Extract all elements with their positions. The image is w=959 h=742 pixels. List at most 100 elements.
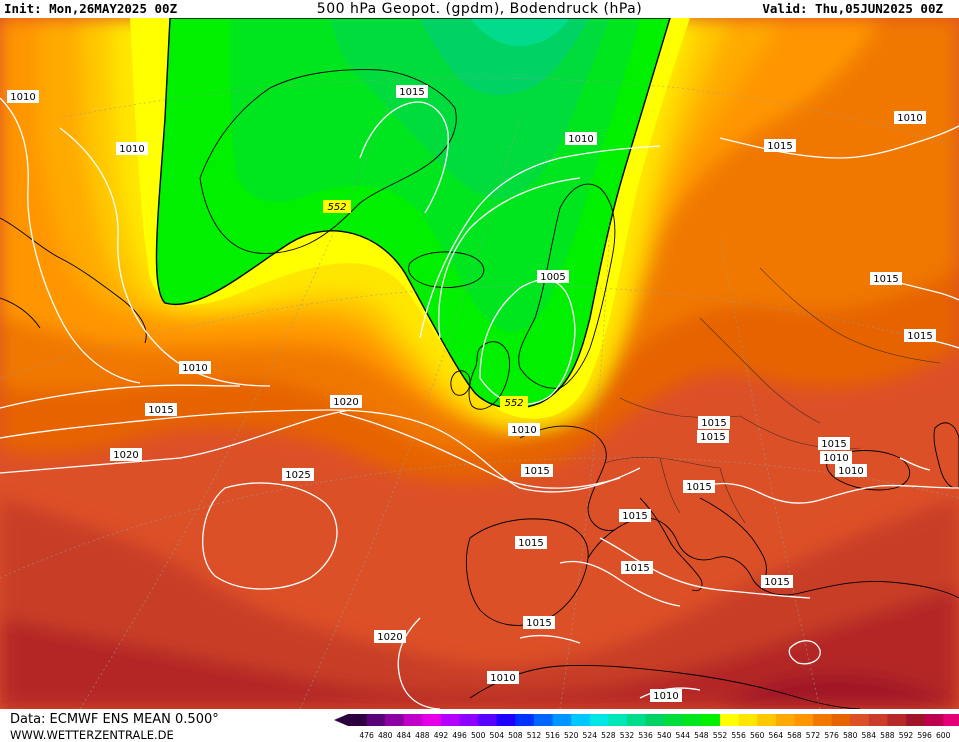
- isobar-label: 1015: [818, 437, 850, 450]
- legend-swatch: [869, 714, 888, 726]
- isobar-label: 1020: [110, 448, 142, 461]
- color-legend: 476 480 484 488 492 496 500 504 508 512 516 520 524 5…: [332, 712, 959, 741]
- legend-swatch: [590, 714, 609, 726]
- legend-tick-label: 548: [694, 731, 709, 740]
- legend-tick-label: 600: [936, 731, 951, 740]
- legend-tick-label: 560: [750, 731, 765, 740]
- valid-time: Valid: Thu,05JUN2025 00Z: [762, 1, 943, 16]
- legend-tick-label: 496: [452, 731, 467, 740]
- svg-text:1015: 1015: [624, 563, 649, 574]
- svg-text:1025: 1025: [285, 470, 310, 481]
- legend-swatch: [534, 714, 553, 726]
- legend-swatch: [720, 714, 739, 726]
- legend-swatch: [683, 714, 702, 726]
- svg-text:1010: 1010: [823, 453, 848, 464]
- svg-text:1015: 1015: [518, 538, 543, 549]
- isobar-label: 1010: [894, 111, 926, 124]
- legend-tick-label: 576: [824, 731, 839, 740]
- svg-text:1015: 1015: [686, 482, 711, 493]
- svg-text:1010: 1010: [653, 691, 678, 702]
- legend-swatch: [887, 714, 906, 726]
- isobar-label: 1015: [870, 272, 902, 285]
- svg-text:1010: 1010: [568, 134, 593, 145]
- svg-text:1010: 1010: [511, 425, 536, 436]
- legend-tick-label: 516: [545, 731, 560, 740]
- svg-text:1015: 1015: [524, 466, 549, 477]
- legend-arrow-left: [334, 714, 348, 726]
- legend-swatch: [776, 714, 795, 726]
- legend-tick-label: 504: [490, 731, 505, 740]
- isobar-label: 1015: [145, 403, 177, 416]
- svg-text:1015: 1015: [873, 274, 898, 285]
- legend-tick-label: 568: [787, 731, 802, 740]
- geopotential-label-1: 552: [323, 200, 351, 213]
- isobar-label: 1015: [764, 139, 796, 152]
- legend-swatch: [627, 714, 646, 726]
- legend-tick-label: 552: [713, 731, 728, 740]
- legend-tick-label: 524: [583, 731, 598, 740]
- website-credit: WWW.WETTERZENTRALE.DE: [10, 728, 174, 742]
- isobar-label: 1010: [487, 671, 519, 684]
- isobar-label: 1015: [683, 480, 715, 493]
- svg-text:1010: 1010: [182, 363, 207, 374]
- data-source: Data: ECMWF ENS MEAN 0.500°: [10, 712, 219, 727]
- svg-text:552: 552: [327, 202, 346, 213]
- legend-tick-label: 592: [899, 731, 914, 740]
- legend-swatch: [943, 714, 959, 726]
- legend-swatch: [832, 714, 851, 726]
- svg-text:1015: 1015: [700, 432, 725, 443]
- legend-swatch: [794, 714, 813, 726]
- legend-tick-label: 596: [917, 731, 932, 740]
- svg-text:1010: 1010: [838, 466, 863, 477]
- isobar-label: 1005: [537, 270, 569, 283]
- svg-text:1020: 1020: [377, 632, 402, 643]
- legend-swatch: [460, 714, 479, 726]
- legend-swatch: [608, 714, 627, 726]
- svg-text:1010: 1010: [897, 113, 922, 124]
- svg-text:1010: 1010: [119, 144, 144, 155]
- legend-swatch: [739, 714, 758, 726]
- svg-text:1010: 1010: [10, 92, 35, 103]
- svg-text:1015: 1015: [148, 405, 173, 416]
- legend-tick-label: 564: [769, 731, 784, 740]
- legend-tick-label: 588: [880, 731, 895, 740]
- isobar-label: 1015: [761, 575, 793, 588]
- isobar-label: 1015: [523, 616, 555, 629]
- legend-tick-label: 484: [397, 731, 412, 740]
- svg-text:1010: 1010: [490, 673, 515, 684]
- legend-swatch: [646, 714, 665, 726]
- isobar-label: 1010: [565, 132, 597, 145]
- isobar-label: 1010: [116, 142, 148, 155]
- legend-tick-label: 508: [508, 731, 523, 740]
- isobar-label: 1015: [697, 430, 729, 443]
- legend-tick-label: 556: [731, 731, 746, 740]
- svg-text:1015: 1015: [701, 418, 726, 429]
- isobar-label: 1010: [835, 464, 867, 477]
- legend-swatch: [925, 714, 944, 726]
- weather-map: 552 552 1010 1010 1015 1010 1010 1015 10…: [0, 18, 959, 709]
- isobar-label: 1010: [650, 689, 682, 702]
- legend-swatches: [334, 714, 959, 726]
- isobar-label: 1015: [904, 329, 936, 342]
- legend-tick-label: 476: [359, 731, 374, 740]
- legend-swatch: [850, 714, 869, 726]
- legend-tick-label: 500: [471, 731, 486, 740]
- isobar-label: 1020: [374, 630, 406, 643]
- map-header: Init: Mon,26MAY2025 00Z 500 hPa Geopot. …: [0, 0, 959, 18]
- legend-swatch: [571, 714, 590, 726]
- isobar-label: 1010: [7, 90, 39, 103]
- legend-swatch: [757, 714, 776, 726]
- legend-tick-label: 492: [434, 731, 449, 740]
- geopotential-label-2: 552: [500, 396, 528, 409]
- legend-swatch: [348, 714, 367, 726]
- legend-swatch: [441, 714, 460, 726]
- legend-tick-label: 488: [415, 731, 430, 740]
- isobar-label: 1015: [521, 464, 553, 477]
- legend-ticks: 476 480 484 488 492 496 500 504 508 512 516 520 524 5…: [359, 731, 950, 740]
- isobar-label: 1015: [619, 509, 651, 522]
- legend-swatch: [515, 714, 534, 726]
- legend-swatch: [478, 714, 497, 726]
- map-footer: Data: ECMWF ENS MEAN 0.500° WWW.WETTERZE…: [0, 709, 959, 741]
- legend-tick-label: 540: [657, 731, 672, 740]
- legend-tick-label: 580: [843, 731, 858, 740]
